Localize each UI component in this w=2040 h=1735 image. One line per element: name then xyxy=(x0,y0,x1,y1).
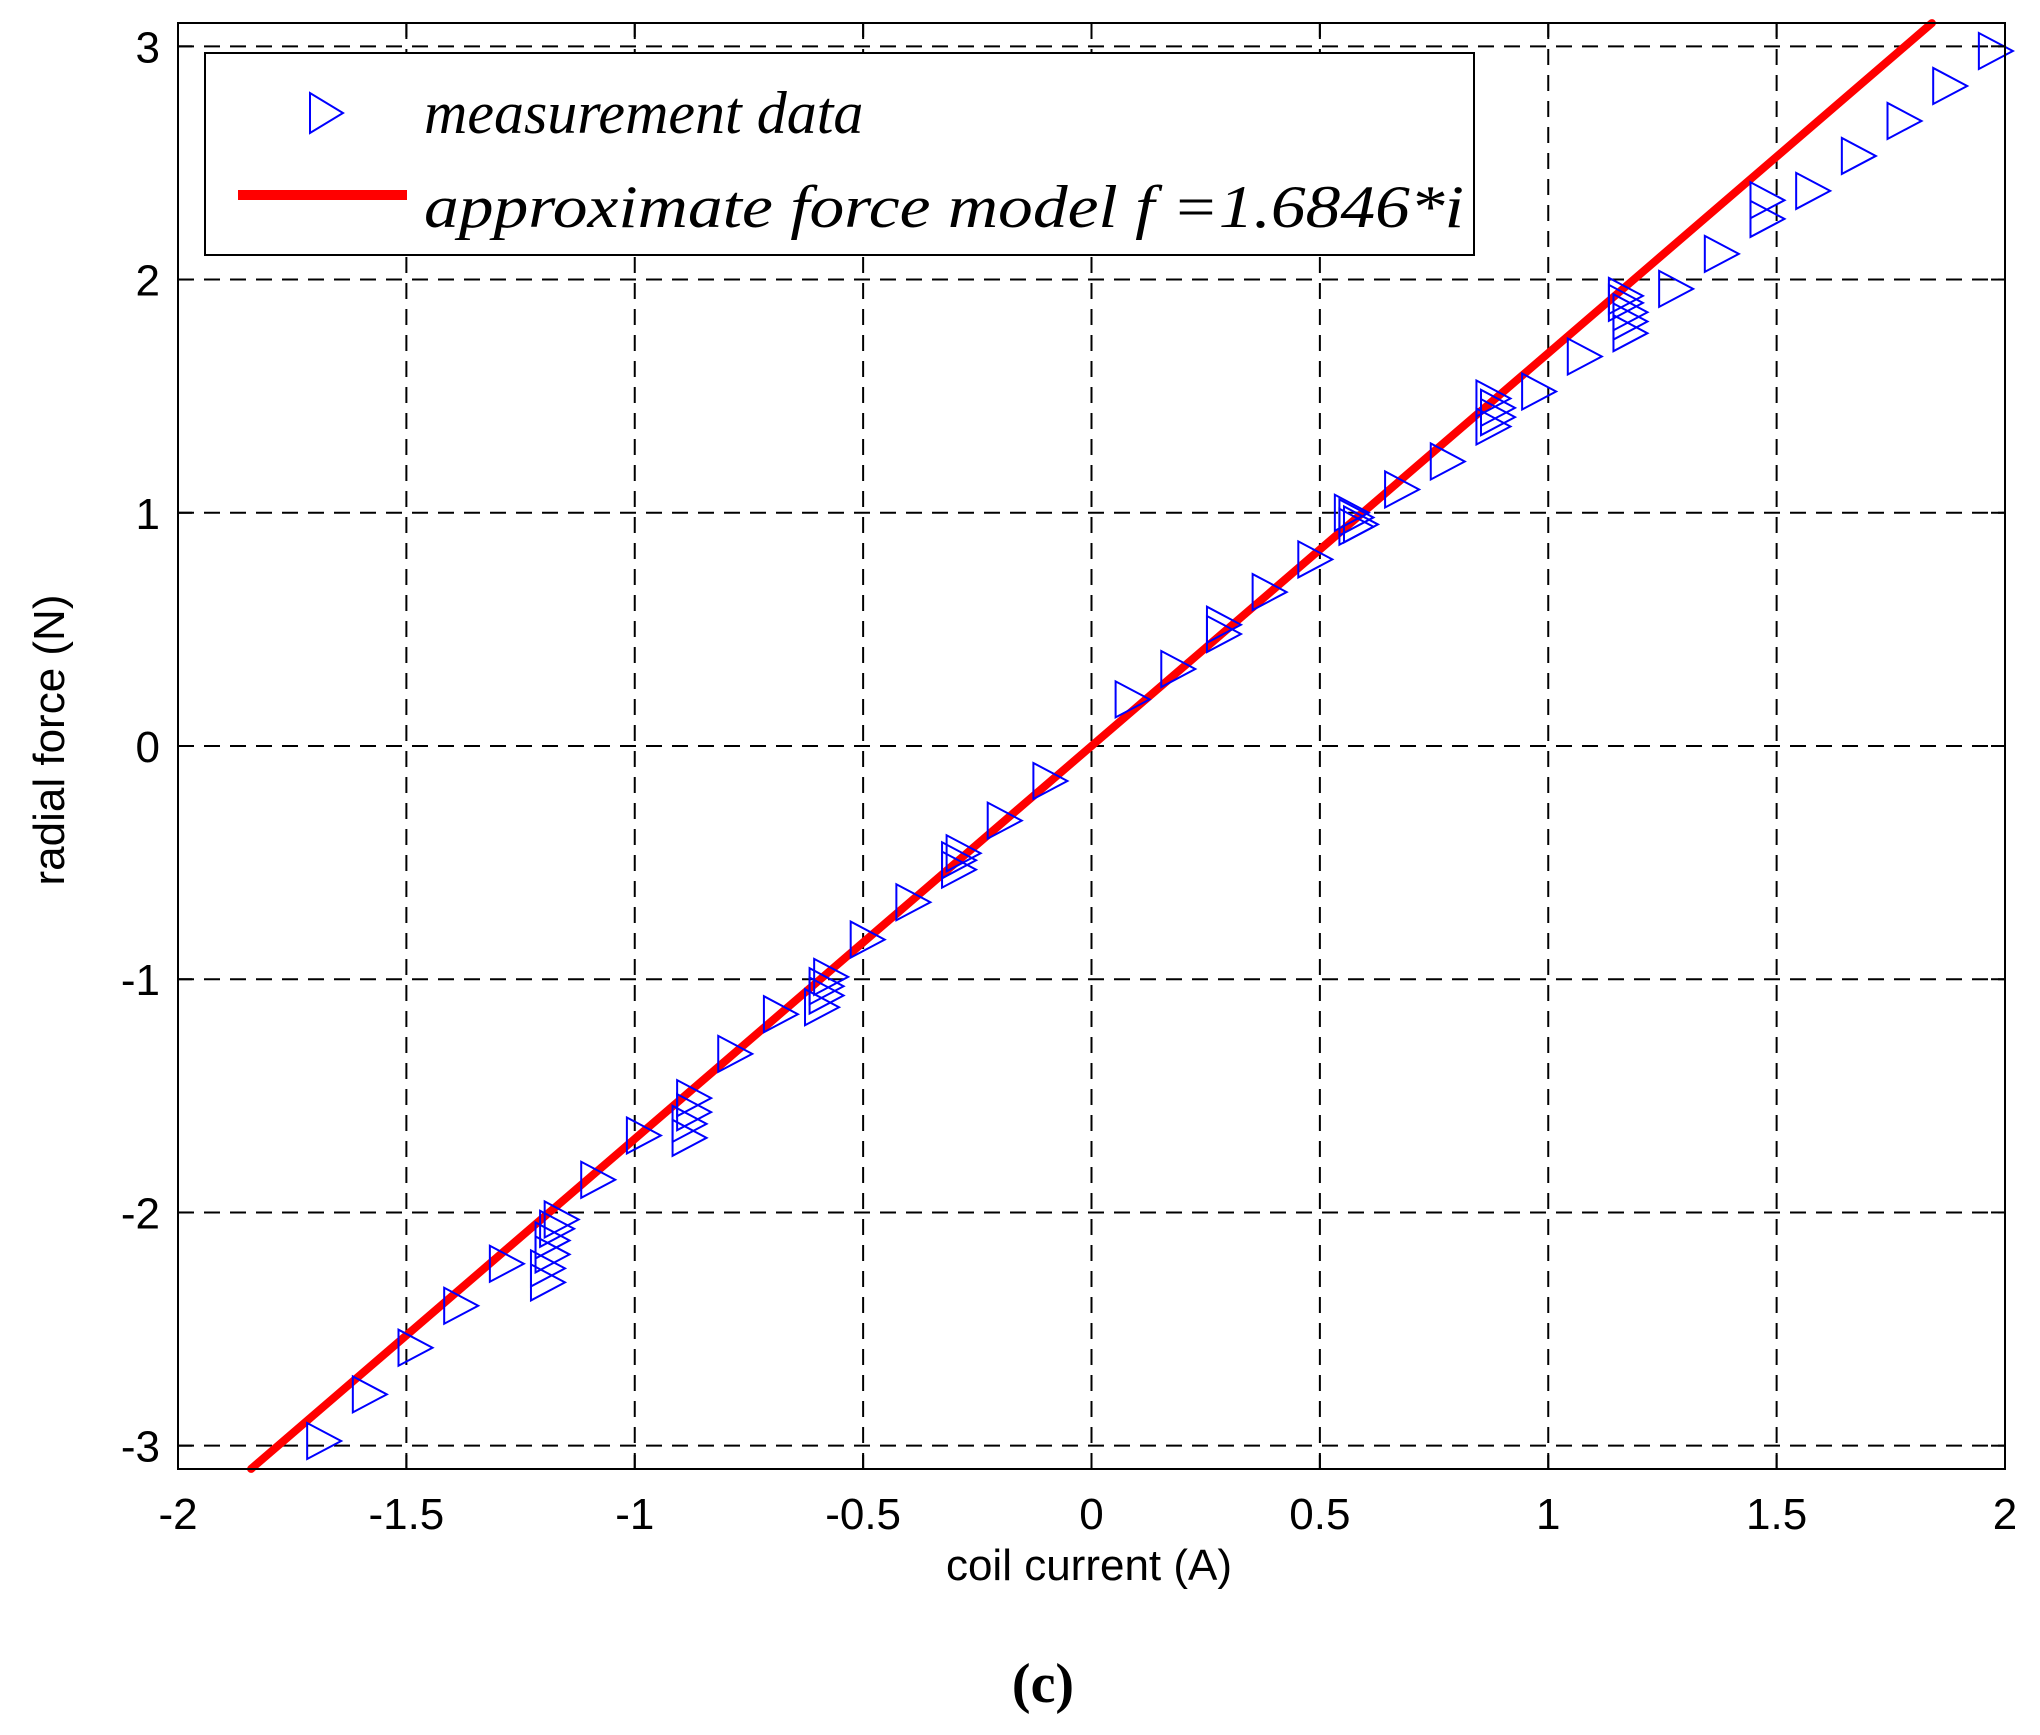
grid xyxy=(178,23,2005,1469)
y-axis-label: radial force (N) xyxy=(25,595,74,886)
data-point xyxy=(625,1115,664,1156)
x-tick-label: 0.5 xyxy=(1289,1490,1350,1539)
data-point xyxy=(941,840,979,880)
data-point xyxy=(1932,66,1970,106)
legend-label-measurement: measurement data xyxy=(424,80,863,146)
x-axis-label: coil current (A) xyxy=(946,1541,1232,1590)
legend: measurement data approximate force model… xyxy=(204,52,1475,256)
y-tick-label: 2 xyxy=(136,257,160,306)
x-tick-label: 1.5 xyxy=(1746,1490,1807,1539)
legend-label-model: approximate force model f =1.6846*i xyxy=(424,174,1464,240)
data-point xyxy=(1607,276,1646,316)
x-tick-label: -1.5 xyxy=(368,1490,444,1539)
data-point xyxy=(895,882,933,922)
y-tick-labels: -3 -2 -1 0 1 2 3 xyxy=(121,23,160,1471)
x-tick-label: 0 xyxy=(1079,1490,1103,1539)
data-point xyxy=(351,1374,389,1415)
data-point xyxy=(1251,572,1289,612)
data-point xyxy=(1749,180,1787,220)
data-point xyxy=(1703,234,1741,274)
fit-line xyxy=(247,19,1936,1473)
data-point xyxy=(849,919,887,960)
data-point xyxy=(1114,679,1152,720)
y-tick-label: 3 xyxy=(136,23,160,72)
data-point xyxy=(443,1286,481,1326)
data-point xyxy=(1480,388,1518,428)
legend-box xyxy=(204,52,1475,256)
data-point xyxy=(1475,406,1513,447)
data-point xyxy=(580,1160,618,1200)
data-point xyxy=(945,833,983,873)
data-point xyxy=(539,1209,577,1249)
data-point xyxy=(676,1078,714,1118)
y-tick-label: -2 xyxy=(121,1189,160,1238)
data-point xyxy=(671,1104,709,1144)
data-point xyxy=(1160,649,1198,689)
y-tick-label: -3 xyxy=(121,1423,160,1472)
data-point xyxy=(1475,378,1513,419)
data-point xyxy=(1795,171,1833,211)
data-point xyxy=(1342,504,1381,545)
data-point xyxy=(1658,269,1696,309)
data-point xyxy=(534,1220,572,1261)
data-point xyxy=(717,1034,755,1074)
data-point xyxy=(986,800,1024,841)
fit-line-layer xyxy=(247,19,1936,1473)
data-point xyxy=(1032,761,1070,801)
x-tick-label: -0.5 xyxy=(825,1490,901,1539)
data-point xyxy=(1338,497,1376,538)
data-point xyxy=(1384,469,1422,510)
x-tick-label: -2 xyxy=(158,1490,197,1539)
data-point xyxy=(1429,441,1467,482)
data-point xyxy=(762,994,801,1034)
scatter-points xyxy=(306,31,2016,1461)
y-tick-label: 1 xyxy=(136,490,160,539)
data-point xyxy=(808,966,846,1006)
legend-marker-icon xyxy=(309,91,345,135)
data-point xyxy=(306,1421,344,1461)
data-point xyxy=(1521,371,1559,412)
y-tick-label: 0 xyxy=(136,723,160,772)
data-point xyxy=(1205,605,1244,645)
data-point xyxy=(543,1199,581,1240)
x-tick-label: -1 xyxy=(615,1490,654,1539)
axis-ticks xyxy=(177,23,2006,1469)
x-tick-label: 1 xyxy=(1536,1490,1560,1539)
data-point xyxy=(529,1248,568,1289)
x-tick-label: 2 xyxy=(1993,1490,2017,1539)
data-point xyxy=(813,957,851,997)
data-point xyxy=(1333,493,1371,533)
data-point xyxy=(397,1328,435,1368)
data-point xyxy=(1566,336,1604,377)
panel-label: (c) xyxy=(1012,1653,1074,1715)
y-tick-label: -1 xyxy=(121,956,160,1005)
data-point xyxy=(488,1244,526,1284)
data-point xyxy=(1886,101,1924,141)
data-point xyxy=(1840,136,1878,176)
data-point xyxy=(1297,539,1335,580)
data-point xyxy=(1977,31,2016,71)
x-tick-labels: -2 -1.5 -1 -0.5 0 0.5 1 1.5 2 xyxy=(158,1490,2017,1539)
